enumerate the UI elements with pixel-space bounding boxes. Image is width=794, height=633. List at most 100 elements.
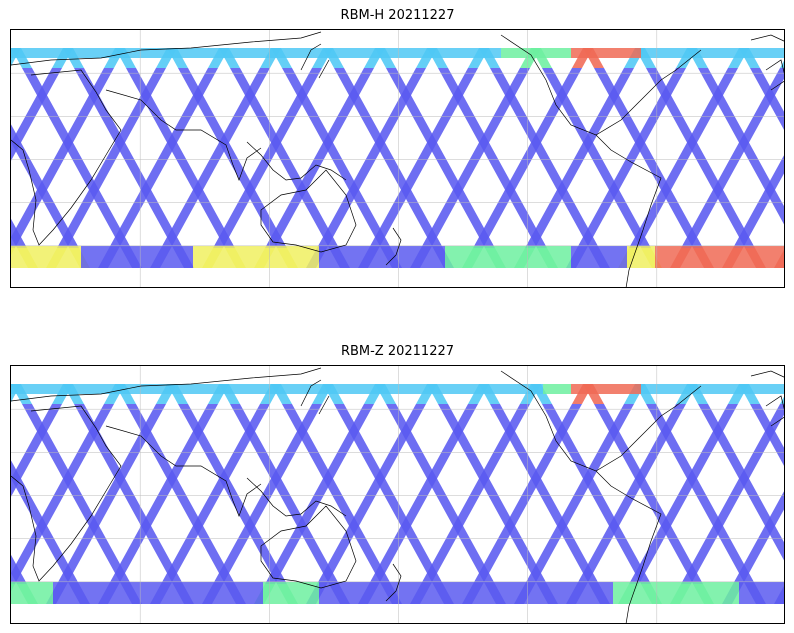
swath-segment xyxy=(67,384,81,394)
coastline xyxy=(105,425,262,517)
swath-segment xyxy=(47,208,68,228)
swath-segment xyxy=(734,228,755,248)
swath-segment xyxy=(328,544,349,564)
swath-segment xyxy=(25,246,39,268)
swath-segment xyxy=(110,228,131,248)
swath-segment xyxy=(221,582,235,604)
swath-segment xyxy=(669,582,683,604)
swath-segment xyxy=(725,582,739,604)
swath-segment xyxy=(249,582,263,604)
coastline xyxy=(765,395,784,427)
swath-segment xyxy=(193,582,207,604)
swath-segment xyxy=(88,524,109,544)
swath-segment xyxy=(585,582,599,604)
swath-segment xyxy=(193,48,207,58)
swath-segment xyxy=(181,504,202,524)
swath-segment xyxy=(438,404,459,424)
swath-segment xyxy=(586,148,607,168)
swath-segment xyxy=(431,582,445,604)
swath-segment xyxy=(445,384,459,394)
swath-segment xyxy=(11,582,25,604)
swath-segment xyxy=(11,124,13,128)
swath-segment xyxy=(526,564,547,584)
swath-segment xyxy=(11,48,25,58)
swath-segment xyxy=(657,88,678,108)
swath-segment xyxy=(179,48,193,58)
swath-segment xyxy=(263,464,284,484)
swath-segment xyxy=(669,48,683,58)
swath-segment xyxy=(490,68,511,88)
swath-segment xyxy=(129,504,150,524)
swath-segment xyxy=(515,544,536,564)
swath-segment xyxy=(263,128,284,148)
swath-segment xyxy=(591,444,612,464)
swath-segment xyxy=(638,484,659,504)
swath-segment xyxy=(571,384,585,394)
swath-segment xyxy=(627,128,648,148)
swath-segment xyxy=(575,128,596,148)
swath-segment xyxy=(432,544,453,564)
swath-segment xyxy=(305,384,319,394)
swath-segment xyxy=(274,484,295,504)
swath-segment xyxy=(747,444,768,464)
swath-segment xyxy=(151,384,165,394)
swath-segment xyxy=(189,88,210,108)
swath-segment xyxy=(655,582,669,604)
panel-title-top: RBM-H 20211227 xyxy=(340,8,455,23)
swath-segment xyxy=(277,384,291,394)
swath-segment xyxy=(81,48,95,58)
swath-segment xyxy=(334,404,355,424)
swath-segment xyxy=(315,464,336,484)
swath-segment xyxy=(463,208,484,228)
swath-segment xyxy=(445,582,459,604)
swath-segment xyxy=(345,424,366,444)
swath-segment xyxy=(526,228,547,248)
swath-segment xyxy=(81,384,95,394)
swath-segment xyxy=(616,108,637,128)
swath-segment xyxy=(123,444,144,464)
swath-segment xyxy=(474,228,495,248)
swath-segment xyxy=(692,544,713,564)
swath-segment xyxy=(400,524,421,544)
swath-segment xyxy=(39,384,53,394)
swath-segment xyxy=(695,444,716,464)
swath-segment xyxy=(669,246,683,268)
swath-segment xyxy=(319,48,333,58)
swath-segment xyxy=(459,246,473,268)
swath-segment xyxy=(487,444,508,464)
swath-segment xyxy=(49,484,70,504)
swath-segment xyxy=(165,48,179,58)
swath-segment xyxy=(214,228,235,248)
swath-segment xyxy=(523,128,544,148)
swath-segment xyxy=(165,384,179,394)
swath-segment xyxy=(25,504,46,524)
swath-segment xyxy=(761,88,782,108)
swath-segment xyxy=(697,384,711,394)
swath-segment xyxy=(205,148,226,168)
swath-segment xyxy=(744,208,765,228)
swath-segment xyxy=(744,544,765,564)
swath-segment xyxy=(557,384,571,394)
swath-segment xyxy=(781,246,784,268)
swath-segment xyxy=(493,168,514,188)
swath-segment xyxy=(285,168,306,188)
swath-segment xyxy=(543,48,557,58)
swath-segment xyxy=(692,208,713,228)
swath-segment xyxy=(417,582,431,604)
swath-segment xyxy=(621,484,642,504)
swath-segment xyxy=(683,582,697,604)
swath-segment xyxy=(619,208,640,228)
swath-segment xyxy=(430,484,451,504)
swath-segment xyxy=(389,504,410,524)
swath-segment xyxy=(487,582,501,604)
swath-segment xyxy=(435,108,456,128)
swath-segment xyxy=(53,246,67,268)
swath-segment xyxy=(200,444,221,464)
swath-segment xyxy=(405,404,426,424)
swath-segment xyxy=(230,404,251,424)
swath-segment xyxy=(193,246,207,268)
swath-segment xyxy=(263,48,277,58)
swath-segment xyxy=(361,48,375,58)
swath-segment xyxy=(16,544,37,564)
swath-segment xyxy=(211,128,232,148)
